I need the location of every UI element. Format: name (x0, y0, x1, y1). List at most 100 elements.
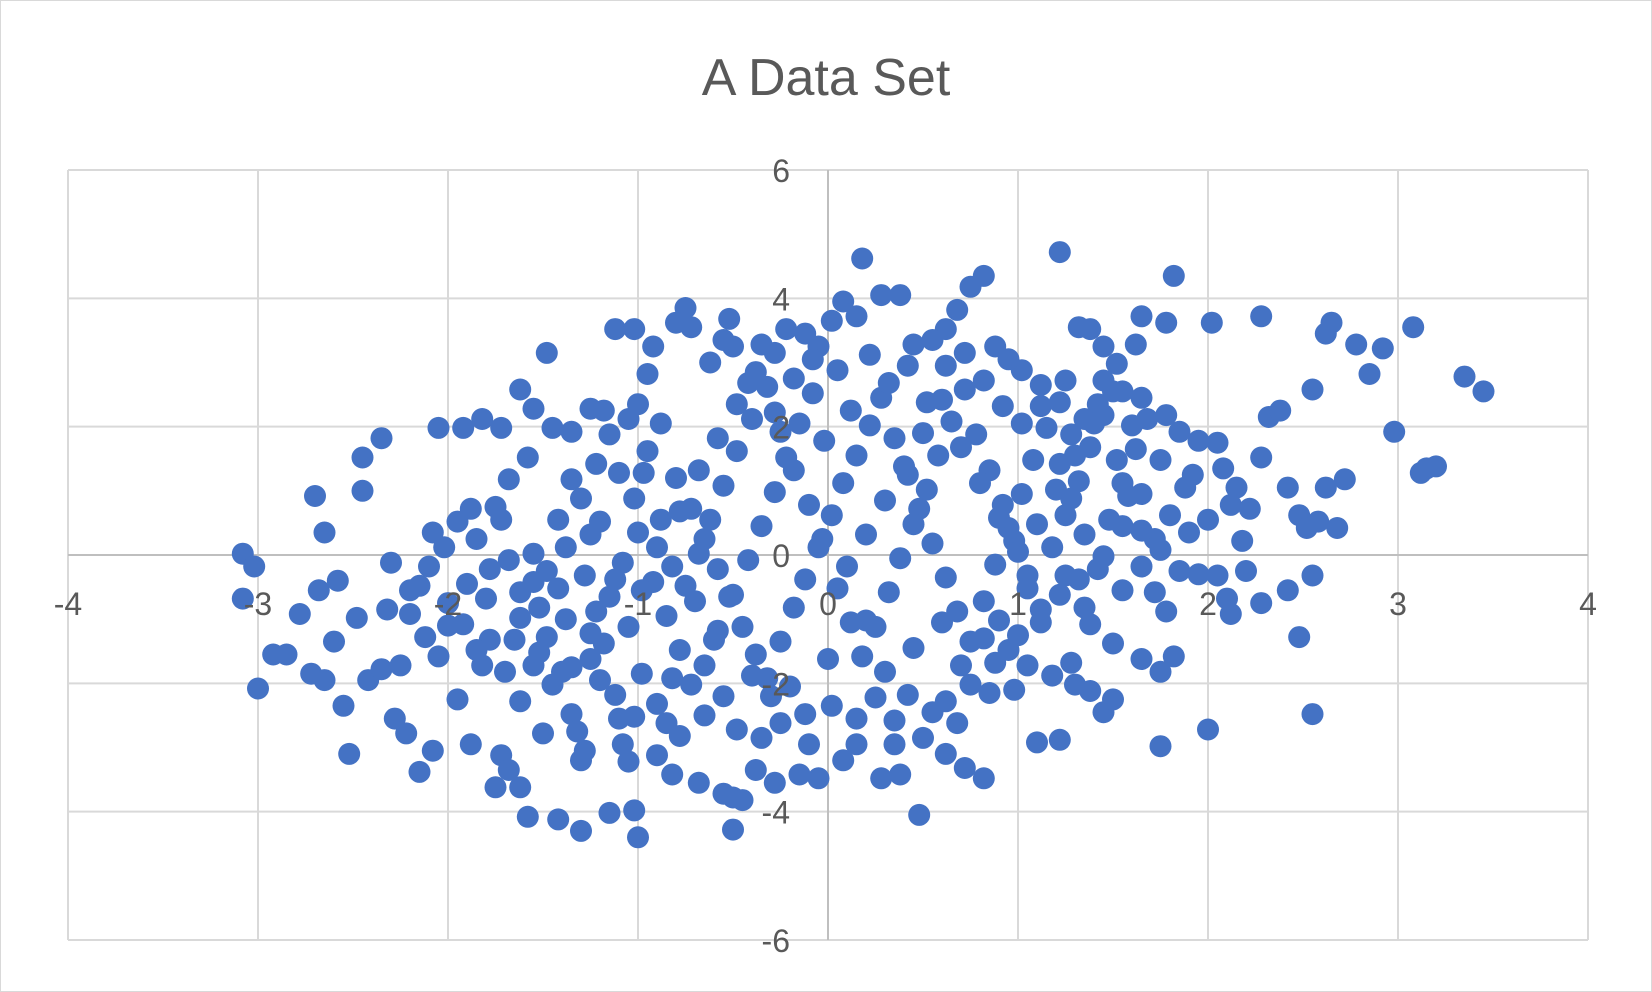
data-point (712, 685, 735, 708)
data-point (927, 444, 950, 467)
data-point (414, 626, 437, 649)
data-point (345, 606, 368, 629)
data-point (1083, 412, 1105, 435)
data-point (788, 763, 811, 786)
data-point (589, 669, 611, 692)
data-point (1155, 600, 1178, 623)
data-point (1029, 374, 1052, 396)
data-point (712, 329, 735, 351)
data-point (1026, 731, 1048, 754)
data-point (1086, 558, 1109, 581)
x-tick-label: 0 (819, 586, 837, 622)
data-point (965, 423, 988, 446)
data-point (813, 429, 836, 452)
data-point (617, 615, 640, 638)
data-point (883, 733, 906, 756)
data-point (1007, 540, 1029, 563)
x-tick-label: 1 (1009, 586, 1027, 622)
data-point (1010, 412, 1033, 435)
data-point (744, 361, 767, 384)
data-point (1029, 598, 1052, 621)
data-point (1288, 626, 1311, 649)
data-point (573, 564, 596, 587)
data-point (623, 799, 646, 822)
data-point (1026, 513, 1048, 536)
data-point (902, 637, 925, 659)
data-point (1453, 365, 1476, 388)
data-point (889, 547, 912, 570)
data-point (763, 771, 786, 794)
data-point (1276, 579, 1299, 602)
data-point (1225, 476, 1248, 499)
data-point (655, 712, 678, 735)
data-point (380, 551, 402, 574)
data-point (497, 549, 520, 572)
data-point (627, 521, 649, 544)
data-point (608, 461, 630, 484)
data-point (870, 767, 893, 790)
data-point (1130, 555, 1153, 578)
data-point (1073, 596, 1096, 619)
data-point (788, 412, 811, 435)
data-point (547, 508, 570, 531)
data-point (1250, 305, 1273, 328)
data-point (782, 459, 805, 482)
data-point (1314, 476, 1337, 499)
data-point (722, 818, 744, 841)
data-point (490, 416, 513, 439)
data-point (915, 391, 938, 414)
data-point (1219, 493, 1242, 516)
x-tick-label: -3 (244, 586, 272, 622)
data-point (579, 523, 602, 546)
data-point (509, 606, 532, 629)
data-point (1045, 478, 1067, 501)
data-point (741, 664, 763, 687)
data-point (950, 654, 972, 677)
data-point (1060, 423, 1083, 446)
data-point (1048, 583, 1071, 606)
data-point (668, 500, 691, 523)
data-point (427, 645, 450, 668)
data-point (1048, 241, 1071, 264)
x-tick-label: 2 (1199, 586, 1217, 622)
data-point (1130, 519, 1153, 542)
data-point (988, 506, 1010, 529)
data-point (1016, 577, 1039, 600)
data-point (655, 605, 678, 627)
data-point (1155, 311, 1178, 334)
data-point (750, 515, 773, 538)
data-point (1048, 391, 1071, 414)
data-point (1174, 476, 1197, 499)
data-point (817, 648, 839, 670)
data-point (984, 335, 1007, 358)
data-point (307, 579, 330, 602)
data-point (845, 733, 868, 756)
data-point (725, 393, 748, 416)
data-point (858, 414, 881, 437)
data-point (1092, 335, 1115, 358)
data-point (826, 359, 849, 382)
data-point (725, 718, 748, 741)
data-point (811, 528, 834, 550)
data-point (541, 673, 564, 696)
data-point (509, 776, 532, 799)
data-point (988, 609, 1010, 632)
data-point (756, 375, 779, 398)
data-point (661, 763, 684, 786)
data-point (959, 275, 982, 298)
data-point (1301, 564, 1324, 587)
data-point (528, 641, 551, 664)
data-point (959, 630, 982, 653)
data-point (940, 410, 963, 433)
data-point (889, 763, 912, 786)
data-point (1162, 264, 1185, 287)
x-tick-label: 4 (1579, 586, 1597, 622)
data-point (832, 749, 855, 772)
data-point (570, 749, 592, 772)
data-point (1301, 378, 1324, 401)
data-point (750, 333, 773, 356)
data-point (794, 703, 817, 726)
data-point (1307, 510, 1330, 533)
data-point (883, 427, 906, 450)
